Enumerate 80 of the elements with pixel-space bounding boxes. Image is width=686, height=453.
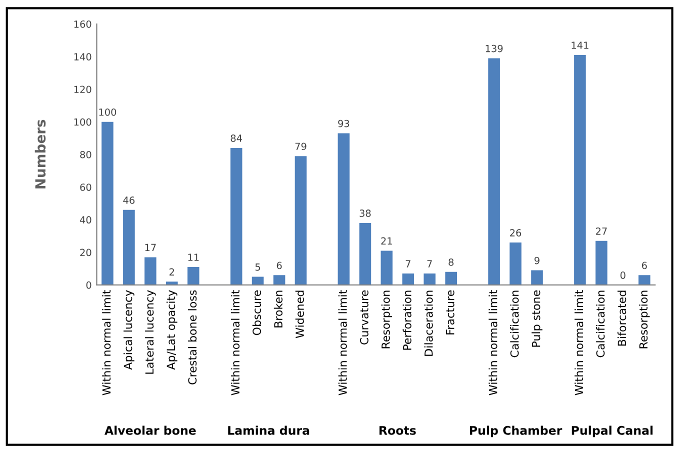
x-tick-label: Fracture: [446, 290, 454, 334]
bar: [338, 133, 350, 285]
bar: [230, 148, 242, 285]
data-label: 6: [276, 262, 282, 270]
bar: [424, 274, 436, 285]
data-label: 79: [295, 142, 306, 150]
data-label: 38: [360, 210, 371, 217]
y-tick-label: 60: [80, 184, 92, 191]
y-axis-title: Numbers: [34, 120, 46, 188]
data-label: 6: [642, 262, 647, 270]
text: Roots: [380, 426, 416, 435]
bar: [123, 210, 135, 285]
bar: [359, 222, 372, 285]
data-label: 7: [427, 260, 432, 268]
bar: [402, 274, 414, 285]
data-label: 8: [448, 258, 454, 266]
x-tick-label: Within normal limit: [574, 290, 584, 396]
x-tick-label: Broken: [274, 290, 283, 328]
data-label: 139: [486, 44, 503, 52]
bar: [574, 54, 586, 285]
x-tick-label: Lateral lucency: [145, 290, 156, 374]
bar: [531, 270, 543, 285]
text: Pulpal Canal: [572, 426, 653, 438]
x-tick-label: Widened: [295, 290, 304, 338]
bar: [445, 272, 458, 285]
x-tick-label: Crestal bone loss: [188, 290, 197, 384]
y-tick-label: 100: [74, 118, 92, 126]
data-label: 100: [99, 108, 116, 116]
x-tick-label: Pulp stone: [532, 290, 542, 347]
bar: [488, 58, 500, 285]
bar: [187, 267, 200, 285]
data-label: 27: [596, 228, 607, 235]
data-label: 26: [510, 229, 522, 236]
x-tick-label: Resorption: [381, 290, 392, 348]
x-tick-label: Obscure: [252, 290, 262, 336]
data-label: 46: [123, 196, 135, 204]
bar: [144, 257, 156, 285]
x-tick-label: Within normal limit: [230, 290, 240, 396]
y-tick-label: 140: [74, 53, 92, 60]
x-tick-label: Biforcated: [618, 290, 626, 346]
data-label: 84: [230, 134, 242, 142]
x-tick-label: Within normal limit: [102, 290, 111, 396]
y-tick-label: 80: [80, 150, 92, 158]
bar: [273, 275, 286, 285]
x-tick-label: Ap/Lat opacity: [166, 290, 178, 370]
data-label: 9: [534, 256, 540, 264]
x-tick-label: Calcification: [596, 290, 605, 358]
x-tick-label: Perforation: [402, 290, 412, 350]
y-tick-label: 120: [74, 86, 92, 94]
data-label: 141: [572, 42, 588, 49]
x-tick-label: Curvature: [360, 290, 368, 344]
data-label: 5: [255, 264, 260, 271]
x-tick-label: Within normal limit: [338, 290, 347, 396]
y-tick-label: 40: [80, 216, 92, 224]
data-label: 93: [338, 120, 350, 128]
bar: [166, 282, 178, 285]
bar: [380, 250, 393, 285]
bar: [294, 156, 307, 285]
x-tick-label: Apical lucency: [124, 290, 134, 370]
y-tick-label: 20: [80, 248, 92, 256]
data-label: 0: [620, 272, 626, 279]
data-label: 7: [406, 260, 410, 268]
data-label: 11: [188, 254, 199, 261]
data-label: 21: [381, 237, 392, 244]
bar: [102, 122, 114, 285]
data-label: 2: [170, 268, 174, 276]
bar: [252, 276, 264, 285]
bar: [510, 242, 522, 285]
x-tick-label: Resorption: [639, 290, 650, 348]
x-tick-label: Within normal limit: [488, 290, 498, 396]
bar: [596, 240, 608, 285]
data-label: 17: [145, 244, 156, 252]
y-tick-label: 0: [86, 281, 92, 289]
x-tick-label: Dilaceration: [424, 290, 433, 356]
x-tick-label: Calcification: [510, 290, 519, 358]
bar: [638, 275, 650, 285]
text: Lamina dura: [228, 426, 310, 435]
text: Alveolar bone: [104, 426, 196, 435]
y-tick-label: 160: [74, 20, 92, 28]
text: Pulp Chamber: [470, 426, 562, 438]
